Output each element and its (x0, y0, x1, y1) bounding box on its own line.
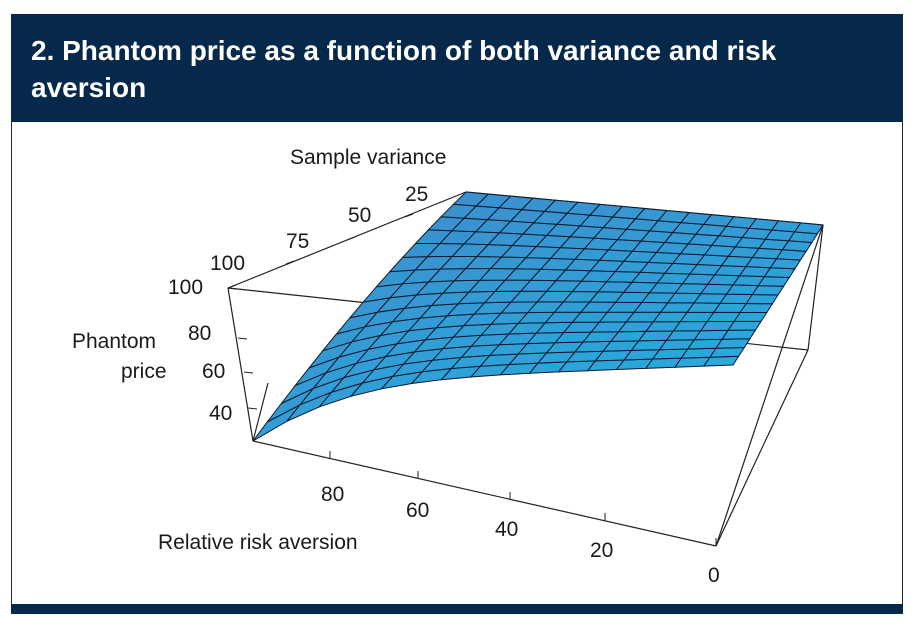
surface-cell (793, 222, 824, 235)
variance-axis-label: Sample variance (290, 146, 446, 169)
tick-mark (247, 407, 258, 410)
axis-ticks (227, 213, 717, 546)
price-tick-label: 40 (209, 402, 232, 425)
variance-tick-label: 50 (348, 204, 371, 227)
variance-tick-label: 25 (405, 183, 428, 206)
chart-title: 2. Phantom price as a function of both v… (31, 35, 777, 103)
risk-tick-label: 40 (495, 518, 518, 541)
tick-mark (227, 287, 238, 290)
price-tick-label: 60 (202, 360, 225, 383)
variance-tick-label: 100 (210, 252, 245, 275)
risk-tick-label: 0 (708, 564, 720, 587)
surface-mesh (252, 191, 824, 442)
tick-mark (404, 213, 414, 218)
surface-cell (751, 285, 785, 296)
tick-mark (243, 371, 254, 374)
surface-cell (745, 293, 779, 305)
price-tick-label: 100 (168, 276, 203, 299)
variance-tick-label: 75 (286, 230, 309, 253)
tick-mark (285, 260, 295, 265)
tick-mark (227, 284, 237, 289)
tick-mark (237, 337, 248, 340)
tick-mark (346, 236, 356, 241)
surface-cell (721, 329, 757, 340)
risk-tick-label: 60 (406, 499, 429, 522)
price-axis-label-line1: Phantom (72, 330, 156, 353)
price-axis-label-line2: price (121, 360, 167, 383)
surface-cell (702, 355, 740, 367)
surface-cell (715, 338, 751, 349)
risk-aversion-axis-label: Relative risk aversion (158, 531, 358, 554)
surface-cell (763, 267, 796, 279)
surface-cell (757, 276, 791, 287)
risk-tick-label: 20 (590, 539, 613, 562)
surface-cell (709, 346, 746, 358)
surface-cell (739, 302, 774, 314)
chart-header: 2. Phantom price as a function of both v… (11, 14, 903, 122)
surface-cell (733, 311, 768, 322)
risk-tick-label: 80 (321, 483, 344, 506)
price-tick-label: 80 (188, 322, 211, 345)
footer-bar (11, 604, 903, 614)
surface-cell (727, 320, 763, 331)
